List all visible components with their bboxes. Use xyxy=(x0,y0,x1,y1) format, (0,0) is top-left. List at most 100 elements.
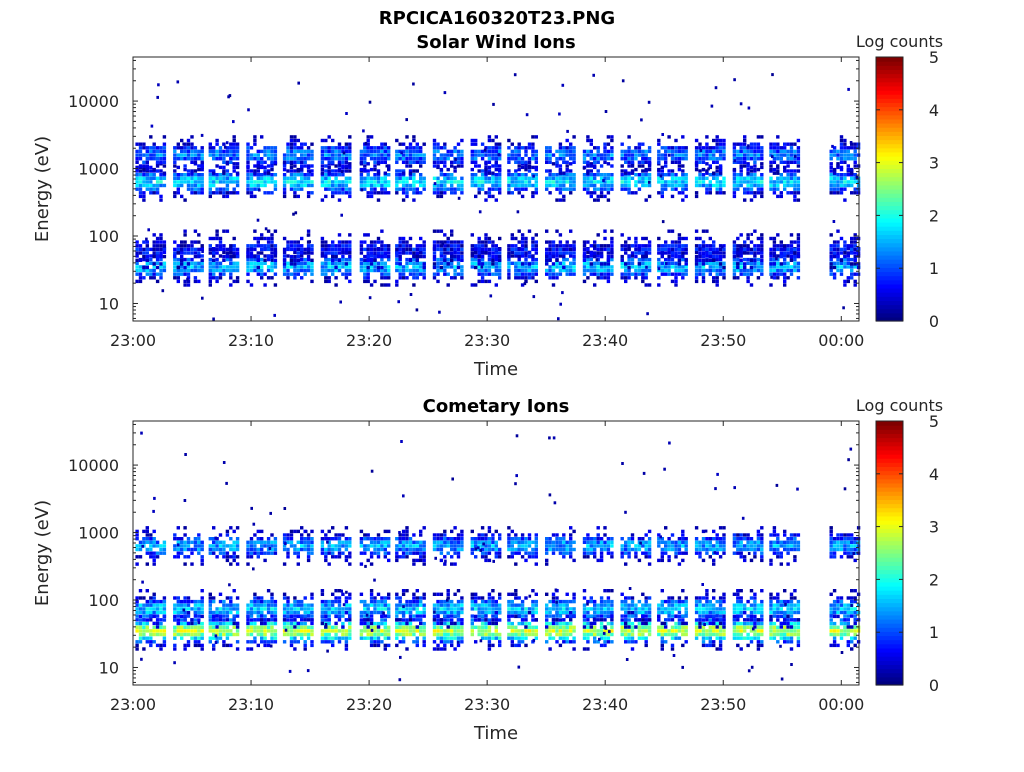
heatmap-cell xyxy=(524,248,527,251)
heatmap-cell xyxy=(783,180,786,183)
colorbar-segment xyxy=(876,263,903,268)
heatmap-cell xyxy=(416,255,419,258)
heatmap-cell xyxy=(283,593,286,596)
heatmap-cell xyxy=(236,541,239,544)
heatmap-cell xyxy=(139,169,142,172)
heatmap-cell xyxy=(293,169,296,172)
heatmap-cell xyxy=(840,135,843,138)
heatmap-cell xyxy=(743,177,746,180)
heatmap-cell xyxy=(712,262,715,265)
heatmap-cell xyxy=(790,240,793,243)
heatmap-cell xyxy=(555,230,558,233)
heatmap-cell xyxy=(830,150,833,153)
heatmap-cell xyxy=(139,251,142,254)
heatmap-cell xyxy=(746,177,749,180)
heatmap-cell xyxy=(270,618,273,621)
heatmap-cell xyxy=(147,228,150,231)
heatmap-cell xyxy=(250,552,253,555)
heatmap-cell xyxy=(590,262,593,265)
heatmap-cell xyxy=(173,537,176,540)
heatmap-cell xyxy=(224,146,227,149)
heatmap-cell xyxy=(507,244,510,247)
heatmap-cell xyxy=(260,180,263,183)
heatmap-cell xyxy=(197,233,200,236)
heatmap-cell xyxy=(423,251,426,254)
heatmap-cell xyxy=(746,157,749,160)
heatmap-cell xyxy=(419,184,422,187)
heatmap-cell xyxy=(705,172,708,175)
heatmap-cell xyxy=(159,198,162,201)
heatmap-cell xyxy=(270,255,273,258)
heatmap-cell xyxy=(511,157,514,160)
heatmap-cell xyxy=(854,153,857,156)
heatmap-cell xyxy=(395,161,398,164)
heatmap-cell xyxy=(257,633,260,636)
heatmap-cell xyxy=(197,544,200,547)
heatmap-cell xyxy=(183,164,186,167)
heatmap-cell xyxy=(471,258,474,261)
heatmap-cell xyxy=(535,184,538,187)
heatmap-cell xyxy=(590,258,593,261)
heatmap-cell xyxy=(233,604,236,607)
heatmap-cell xyxy=(209,177,212,180)
heatmap-cell xyxy=(524,240,527,243)
heatmap-cell xyxy=(627,248,630,251)
heatmap-cell xyxy=(559,262,562,265)
heatmap-cell xyxy=(409,248,412,251)
heatmap-cell xyxy=(797,237,800,240)
heatmap-cell xyxy=(610,139,613,142)
heatmap-cell xyxy=(274,188,277,191)
heatmap-cell xyxy=(177,191,180,194)
heatmap-cell xyxy=(593,262,596,265)
heatmap-cell xyxy=(507,139,510,142)
heatmap-cell xyxy=(173,265,176,268)
heatmap-cell xyxy=(233,626,236,629)
heatmap-cell xyxy=(695,248,698,251)
heatmap-cell xyxy=(460,259,463,262)
heatmap-cell xyxy=(197,269,200,272)
heatmap-cell xyxy=(310,157,313,160)
heatmap-cell xyxy=(409,251,412,254)
heatmap-cell xyxy=(627,269,630,272)
heatmap-cell xyxy=(518,251,521,254)
heatmap-cell xyxy=(197,626,200,629)
heatmap-cell xyxy=(348,153,351,156)
heatmap-cell xyxy=(736,262,739,265)
heatmap-cell xyxy=(634,191,637,194)
heatmap-cell xyxy=(142,614,145,617)
heatmap-cell xyxy=(436,161,439,164)
heatmap-cell xyxy=(698,262,701,265)
heatmap-cell xyxy=(836,240,839,243)
heatmap-cell xyxy=(212,157,215,160)
heatmap-cell xyxy=(348,240,351,243)
heatmap-cell xyxy=(773,244,776,247)
heatmap-cell xyxy=(321,265,324,268)
heatmap-cell xyxy=(478,255,481,258)
heatmap-cell xyxy=(267,146,270,149)
heatmap-cell xyxy=(142,541,145,544)
heatmap-cell xyxy=(757,180,760,183)
heatmap-cell xyxy=(641,251,644,254)
heatmap-cell xyxy=(740,259,743,262)
heatmap-cell xyxy=(678,146,681,149)
heatmap-cell xyxy=(283,596,286,599)
heatmap-cell xyxy=(229,161,232,164)
heatmap-cell xyxy=(667,262,670,265)
heatmap-cell xyxy=(267,604,270,607)
heatmap-cell xyxy=(736,244,739,247)
heatmap-cell xyxy=(159,169,162,172)
heatmap-cell xyxy=(324,146,327,149)
heatmap-cell xyxy=(776,157,779,160)
heatmap-cell xyxy=(229,173,232,176)
heatmap-cell xyxy=(183,548,186,551)
heatmap-cell xyxy=(187,143,190,146)
heatmap-cell xyxy=(219,600,222,603)
heatmap-cell xyxy=(702,269,705,272)
heatmap-cell xyxy=(142,633,145,636)
heatmap-cell xyxy=(562,172,565,175)
heatmap-cell xyxy=(257,607,260,610)
heatmap-cell xyxy=(695,269,698,272)
heatmap-cell xyxy=(507,157,510,160)
heatmap-cell xyxy=(180,633,183,636)
heatmap-cell xyxy=(139,173,142,176)
